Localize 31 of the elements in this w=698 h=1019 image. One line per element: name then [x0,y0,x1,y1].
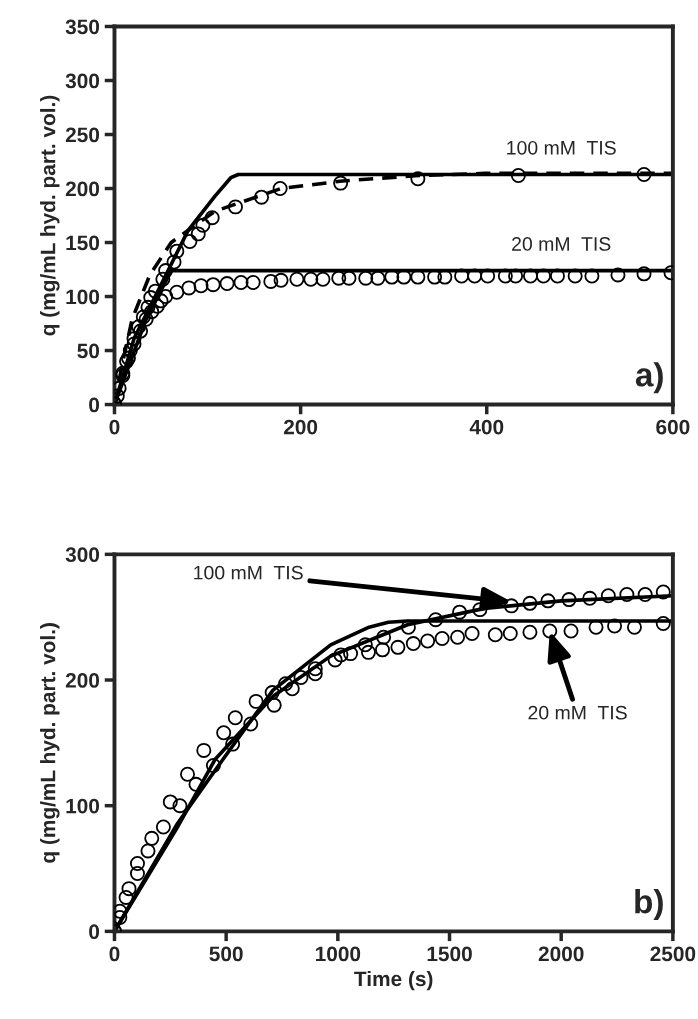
annotation: 100 mM TIS [194,565,303,580]
y-tick-label: 300 [65,73,100,89]
y-tick-label: 0 [89,397,100,413]
x-axis-title: Time (s) [354,970,433,991]
annotation: 20 mM TIS [528,705,627,720]
x-tick-label: 2000 [538,946,584,962]
x-tick-label: 0 [109,419,120,435]
annotation: a) [635,362,663,394]
y-tick-label: 200 [65,673,100,688]
y-tick-label: 200 [65,181,100,197]
x-tick-label: 400 [469,419,504,435]
y-tick-label: 100 [66,289,100,305]
y-tick-label: 350 [65,19,100,35]
x-tick-label: 1500 [427,946,472,962]
annotation: 100 mM TIS [507,140,616,155]
y-tick-label: 100 [66,798,100,814]
x-tick-label: 2500 [650,946,696,962]
x-tick-label: 1000 [315,946,361,962]
y-tick-label: 150 [66,235,100,251]
annotation: b) [635,888,663,921]
y-axis-title: q (mg/mL hyd. part. vol.) [40,95,60,336]
y-tick-label: 0 [89,924,100,940]
y-tick-label: 250 [65,127,100,143]
annotation: 20 mM TIS [512,237,611,251]
x-tick-label: 500 [209,946,243,962]
y-tick-label: 50 [77,343,100,359]
y-axis-title: q (mg/mL hyd. part. vol.) [40,623,60,863]
x-tick-label: 0 [109,946,120,962]
x-tick-label: 200 [283,419,318,435]
y-tick-label: 300 [65,547,100,563]
x-tick-label: 600 [656,419,690,435]
